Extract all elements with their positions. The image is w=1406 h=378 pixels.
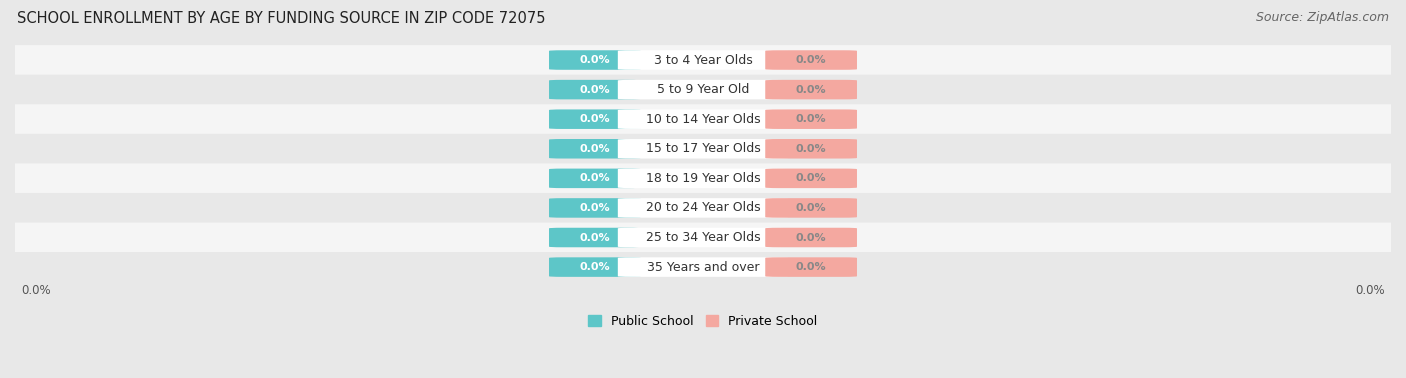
Text: 15 to 17 Year Olds: 15 to 17 Year Olds [645, 142, 761, 155]
FancyBboxPatch shape [548, 80, 641, 99]
Text: 3 to 4 Year Olds: 3 to 4 Year Olds [654, 54, 752, 67]
Text: 25 to 34 Year Olds: 25 to 34 Year Olds [645, 231, 761, 244]
FancyBboxPatch shape [6, 75, 1400, 105]
Text: 0.0%: 0.0% [579, 114, 610, 124]
FancyBboxPatch shape [6, 104, 1400, 134]
Text: 0.0%: 0.0% [796, 203, 827, 213]
FancyBboxPatch shape [548, 228, 641, 247]
FancyBboxPatch shape [548, 50, 641, 70]
FancyBboxPatch shape [548, 169, 641, 188]
Text: Source: ZipAtlas.com: Source: ZipAtlas.com [1256, 11, 1389, 24]
FancyBboxPatch shape [617, 50, 789, 70]
FancyBboxPatch shape [548, 139, 641, 158]
Text: 18 to 19 Year Olds: 18 to 19 Year Olds [645, 172, 761, 185]
Text: 0.0%: 0.0% [1355, 284, 1385, 297]
Text: 0.0%: 0.0% [579, 203, 610, 213]
FancyBboxPatch shape [6, 134, 1400, 164]
Text: 0.0%: 0.0% [579, 55, 610, 65]
Text: 0.0%: 0.0% [796, 114, 827, 124]
FancyBboxPatch shape [6, 193, 1400, 223]
FancyBboxPatch shape [617, 139, 789, 158]
Text: 0.0%: 0.0% [21, 284, 51, 297]
FancyBboxPatch shape [6, 223, 1400, 253]
FancyBboxPatch shape [617, 109, 789, 129]
FancyBboxPatch shape [765, 80, 858, 99]
FancyBboxPatch shape [6, 163, 1400, 193]
FancyBboxPatch shape [765, 169, 858, 188]
FancyBboxPatch shape [6, 45, 1400, 75]
Text: 10 to 14 Year Olds: 10 to 14 Year Olds [645, 113, 761, 126]
FancyBboxPatch shape [617, 198, 789, 218]
Text: 0.0%: 0.0% [579, 262, 610, 272]
FancyBboxPatch shape [765, 109, 858, 129]
Text: 0.0%: 0.0% [796, 144, 827, 154]
Text: 0.0%: 0.0% [796, 232, 827, 243]
Text: 20 to 24 Year Olds: 20 to 24 Year Olds [645, 201, 761, 214]
Text: 35 Years and over: 35 Years and over [647, 260, 759, 274]
FancyBboxPatch shape [765, 228, 858, 247]
FancyBboxPatch shape [617, 169, 789, 188]
FancyBboxPatch shape [548, 198, 641, 218]
FancyBboxPatch shape [548, 257, 641, 277]
Legend: Public School, Private School: Public School, Private School [583, 310, 823, 333]
FancyBboxPatch shape [617, 80, 789, 99]
Text: 0.0%: 0.0% [579, 85, 610, 94]
FancyBboxPatch shape [617, 228, 789, 247]
FancyBboxPatch shape [765, 50, 858, 70]
Text: 0.0%: 0.0% [579, 144, 610, 154]
Text: 0.0%: 0.0% [796, 55, 827, 65]
FancyBboxPatch shape [548, 109, 641, 129]
FancyBboxPatch shape [617, 257, 789, 277]
Text: 0.0%: 0.0% [796, 174, 827, 183]
Text: SCHOOL ENROLLMENT BY AGE BY FUNDING SOURCE IN ZIP CODE 72075: SCHOOL ENROLLMENT BY AGE BY FUNDING SOUR… [17, 11, 546, 26]
Text: 0.0%: 0.0% [579, 232, 610, 243]
Text: 0.0%: 0.0% [796, 262, 827, 272]
FancyBboxPatch shape [765, 139, 858, 158]
FancyBboxPatch shape [765, 257, 858, 277]
Text: 0.0%: 0.0% [579, 174, 610, 183]
FancyBboxPatch shape [765, 198, 858, 218]
Text: 0.0%: 0.0% [796, 85, 827, 94]
Text: 5 to 9 Year Old: 5 to 9 Year Old [657, 83, 749, 96]
FancyBboxPatch shape [6, 252, 1400, 282]
